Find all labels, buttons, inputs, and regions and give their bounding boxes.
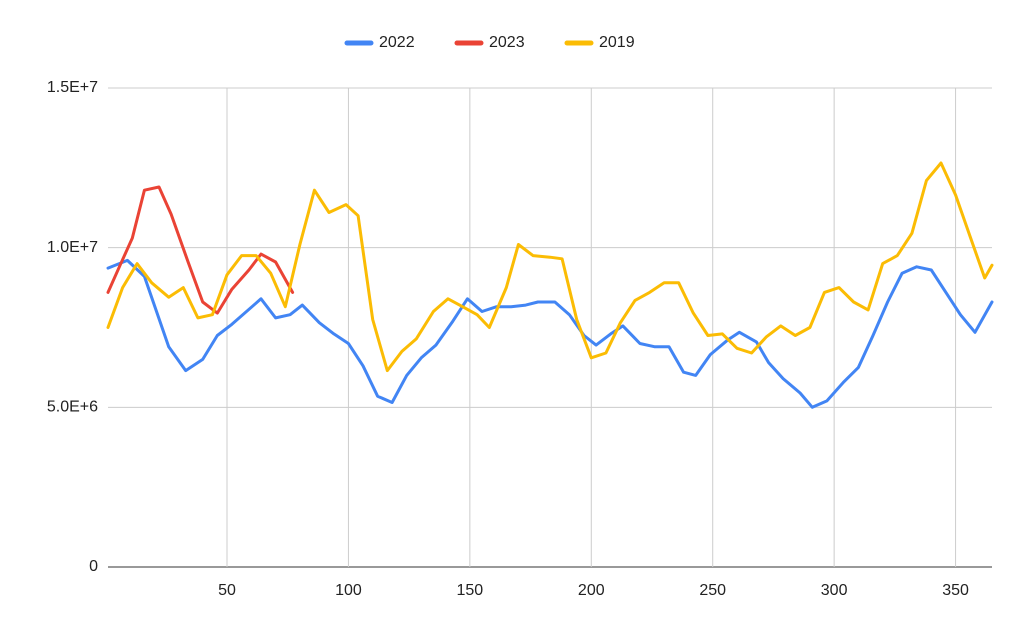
y-tick-label: 1.5E+7 bbox=[47, 79, 98, 96]
x-tick-label: 250 bbox=[699, 582, 726, 599]
legend-label: 2019 bbox=[599, 34, 635, 51]
y-tick-label: 1.0E+7 bbox=[47, 239, 98, 256]
series-line bbox=[106, 161, 994, 373]
x-tick-label: 350 bbox=[942, 582, 969, 599]
y-tick-label: 0 bbox=[89, 558, 98, 575]
x-tick-label: 50 bbox=[218, 582, 236, 599]
series-line bbox=[106, 258, 994, 409]
legend-label: 2023 bbox=[489, 34, 525, 51]
x-tick-label: 100 bbox=[335, 582, 362, 599]
x-tick-label: 300 bbox=[821, 582, 848, 599]
legend-label: 2022 bbox=[379, 34, 415, 51]
x-tick-label: 150 bbox=[457, 582, 484, 599]
x-tick-label: 200 bbox=[578, 582, 605, 599]
y-tick-label: 5.0E+6 bbox=[47, 399, 98, 416]
series-line bbox=[106, 185, 295, 315]
